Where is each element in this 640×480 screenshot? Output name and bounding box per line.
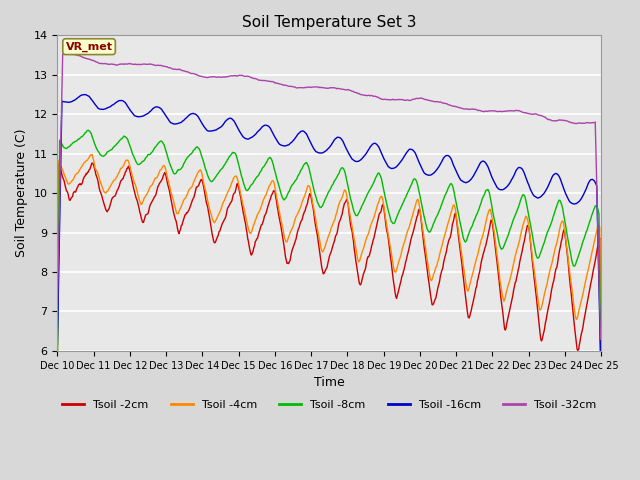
Tsoil -2cm [88, 160, 96, 166]
Tsoil -16cm [175, 120, 183, 126]
Y-axis label: Soil Temperature (C): Soil Temperature (C) [15, 129, 28, 257]
Tsoil -4cm [175, 208, 183, 214]
Tsoil -4cm [596, 316, 604, 322]
Tsoil -8cm [63, 145, 71, 151]
Tsoil -16cm [596, 353, 604, 359]
Tsoil -16cm [204, 128, 212, 133]
Tsoil -8cm [54, 360, 61, 366]
Tsoil -32cm [396, 97, 403, 103]
X-axis label: Time: Time [314, 376, 345, 389]
Tsoil -32cm [596, 336, 604, 342]
Tsoil -16cm [81, 92, 88, 97]
Tsoil -4cm [396, 257, 403, 263]
Tsoil -2cm [175, 231, 183, 237]
Text: VR_met: VR_met [65, 42, 113, 52]
Tsoil -16cm [54, 341, 61, 347]
Tsoil -32cm [120, 61, 128, 67]
Tsoil -2cm [596, 350, 604, 356]
Line: Tsoil -2cm: Tsoil -2cm [58, 163, 600, 353]
Tsoil -16cm [412, 151, 419, 156]
Tsoil -32cm [64, 51, 72, 57]
Tsoil -8cm [596, 339, 604, 345]
Legend: Tsoil -2cm, Tsoil -4cm, Tsoil -8cm, Tsoil -16cm, Tsoil -32cm: Tsoil -2cm, Tsoil -4cm, Tsoil -8cm, Tsoi… [58, 396, 601, 415]
Tsoil -8cm [175, 167, 183, 173]
Tsoil -4cm [54, 370, 61, 376]
Tsoil -8cm [84, 127, 92, 133]
Tsoil -2cm [63, 189, 71, 194]
Tsoil -4cm [88, 152, 96, 157]
Tsoil -2cm [204, 204, 212, 210]
Tsoil -2cm [54, 301, 61, 307]
Title: Soil Temperature Set 3: Soil Temperature Set 3 [242, 15, 417, 30]
Tsoil -32cm [175, 66, 183, 72]
Tsoil -32cm [204, 75, 212, 81]
Line: Tsoil -32cm: Tsoil -32cm [58, 54, 600, 339]
Tsoil -8cm [412, 177, 419, 182]
Tsoil -16cm [63, 99, 71, 105]
Tsoil -16cm [120, 99, 128, 105]
Tsoil -2cm [412, 219, 419, 225]
Tsoil -8cm [396, 207, 403, 213]
Tsoil -8cm [204, 173, 212, 179]
Tsoil -32cm [54, 300, 61, 306]
Tsoil -4cm [63, 179, 71, 185]
Tsoil -2cm [120, 173, 128, 179]
Tsoil -4cm [412, 203, 419, 208]
Tsoil -4cm [120, 162, 128, 168]
Tsoil -4cm [204, 198, 212, 204]
Line: Tsoil -4cm: Tsoil -4cm [58, 155, 600, 373]
Tsoil -2cm [396, 284, 403, 289]
Tsoil -32cm [63, 51, 71, 57]
Line: Tsoil -16cm: Tsoil -16cm [58, 95, 600, 356]
Tsoil -8cm [120, 133, 128, 139]
Line: Tsoil -8cm: Tsoil -8cm [58, 130, 600, 363]
Tsoil -16cm [396, 160, 403, 166]
Tsoil -32cm [412, 96, 419, 102]
